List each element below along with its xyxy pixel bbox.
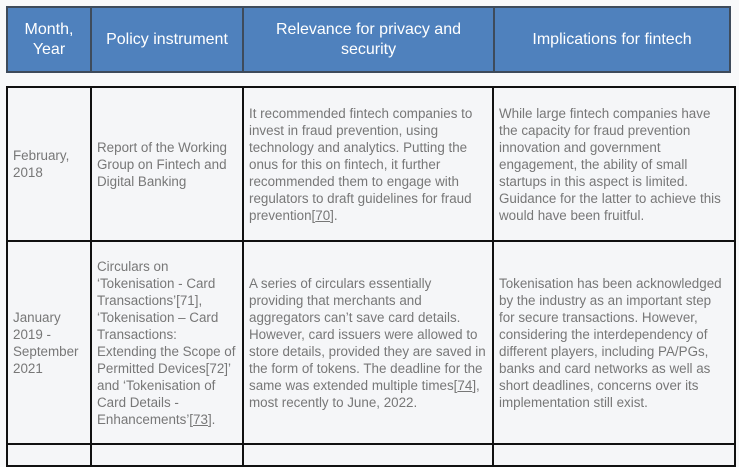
cell-empty — [492, 443, 736, 467]
table-row: January 2019 - September 2021 Circulars … — [6, 240, 736, 445]
table-row: February, 2018 Report of the Working Gro… — [6, 86, 736, 242]
table-row — [6, 443, 736, 467]
cell-date: February, 2018 — [6, 86, 92, 242]
footnote-link[interactable]: 70 — [315, 207, 331, 223]
cell-empty — [6, 443, 92, 467]
footnote-link[interactable]: 74 — [457, 377, 473, 393]
cell-empty — [242, 443, 494, 467]
cell-relevance: A series of circulars essentially provid… — [242, 240, 494, 445]
cell-instrument: Report of the Working Group on Fintech a… — [90, 86, 244, 242]
footnote-link[interactable]: 73 — [193, 411, 208, 427]
policy-table: February, 2018 Report of the Working Gro… — [6, 86, 736, 467]
cell-implications: Tokenisation has been acknowledged by th… — [492, 240, 736, 445]
cell-date: January 2019 - September 2021 — [6, 240, 92, 445]
header-implications: Implications for fintech — [493, 6, 731, 73]
header-month-year: Month, Year — [6, 6, 92, 73]
cell-instrument: Circulars on ‘Tokenisation - Card Transa… — [90, 240, 244, 445]
cell-relevance: It recommended fintech companies to inve… — [242, 86, 494, 242]
cell-empty — [90, 443, 244, 467]
cell-implications: While large fintech companies have the c… — [492, 86, 736, 242]
header-policy-instrument: Policy instrument — [90, 6, 244, 73]
header-relevance: Relevance for privacy and security — [242, 6, 495, 73]
table-header: Month, Year Policy instrument Relevance … — [6, 6, 731, 73]
